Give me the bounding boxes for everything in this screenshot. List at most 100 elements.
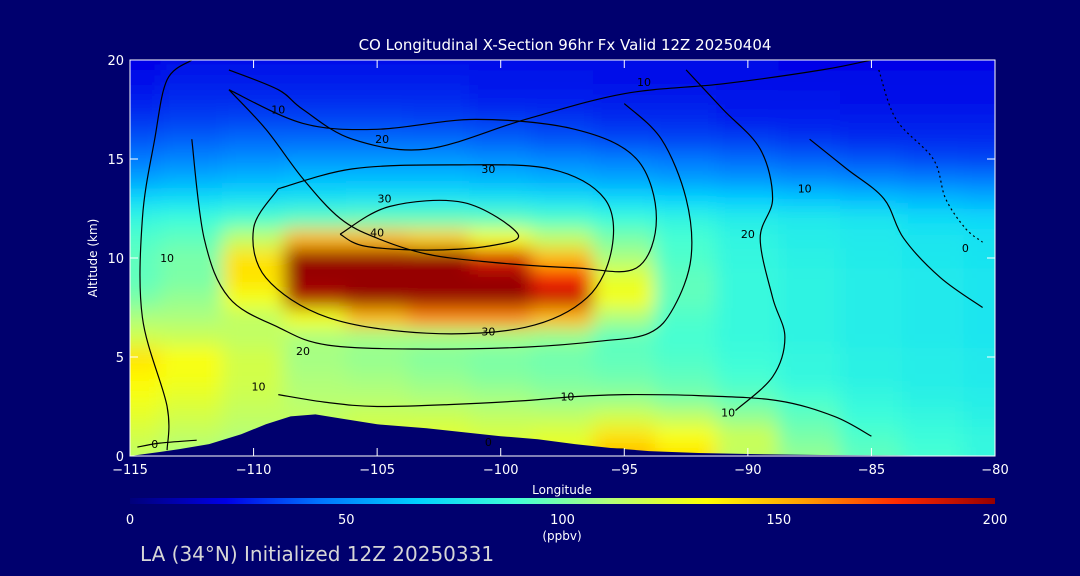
heatmap-cell [407, 128, 471, 150]
heatmap-cell [778, 307, 842, 328]
heatmap-cell [592, 386, 656, 407]
heatmap-cell [283, 287, 347, 308]
heatmap-cell [469, 326, 533, 348]
heatmap-cell [531, 366, 594, 388]
heatmap-cell [469, 366, 533, 388]
heatmap-cell [345, 287, 409, 308]
heatmap-cell [160, 346, 224, 368]
heatmap-cell [160, 208, 224, 229]
heatmap-cell [840, 406, 903, 427]
heatmap-cell [222, 366, 285, 388]
heatmap-cell [716, 148, 780, 170]
heatmap-cell [963, 168, 995, 190]
heatmap-cell [283, 208, 347, 229]
heatmap-cell [130, 445, 162, 456]
heatmap-cell [160, 128, 224, 150]
heatmap-cell [654, 406, 718, 427]
heatmap-cell [963, 208, 995, 229]
contour-line [339, 199, 520, 251]
heatmap-cell [407, 247, 471, 269]
heatmap-cell [130, 386, 162, 407]
heatmap-cell [130, 326, 162, 348]
heatmap-cell [160, 326, 224, 348]
heatmap-cell [778, 168, 842, 190]
heatmap-cell [901, 208, 965, 229]
heatmap-cell [222, 346, 285, 368]
heatmap-cell [531, 148, 594, 170]
heatmap-cell [963, 366, 995, 388]
heatmap-cell [901, 425, 965, 447]
heatmap-cell [130, 406, 162, 427]
heatmap-cell [963, 425, 995, 447]
heatmap-cell [531, 188, 594, 209]
heatmap-cell [345, 208, 409, 229]
contour-labels: 10 10 20 30 30 40 30 20 10 0 0 10 10 10 20 10 0 [151, 76, 969, 451]
heatmap-cell [160, 109, 224, 130]
heatmap-cell [840, 287, 903, 308]
heatmap-cell [531, 227, 594, 249]
heatmap-cell [592, 425, 656, 447]
heatmap-cell [901, 60, 965, 71]
heatmap-cell [716, 425, 780, 447]
heatmap-cell [130, 148, 162, 170]
heatmap-cell [160, 287, 224, 308]
heatmap-cell [592, 208, 656, 229]
heatmap-cell [654, 307, 718, 328]
heatmap-cell [654, 227, 718, 249]
heatmap-cell [901, 69, 965, 91]
heatmap-cell [283, 128, 347, 150]
heatmap-cell [345, 326, 409, 348]
heatmap-cell [592, 168, 656, 190]
heatmap-cell [160, 366, 224, 388]
heatmap-cell [531, 287, 594, 308]
x-axis-ticks: −115 −110 −105 −100 −95 −90 −85 −80 [112, 60, 1009, 478]
heatmap-cell [345, 346, 409, 368]
contour-label: 10 [252, 381, 266, 394]
heatmap-cell [345, 128, 409, 150]
heatmap-cell [840, 425, 903, 447]
heatmap-cell [130, 168, 162, 190]
colorbar-tick-label: 200 [983, 513, 1008, 528]
heatmap-cell [963, 89, 995, 110]
heatmap-cell [130, 69, 162, 91]
heatmap-cell [531, 267, 594, 289]
contour-line [228, 60, 872, 151]
heatmap-cell [469, 267, 533, 289]
colorbar [130, 498, 995, 504]
heatmap-cell [283, 89, 347, 110]
heatmap-cell [716, 386, 780, 407]
heatmap-cell [130, 287, 162, 308]
y-tick-label: 0 [116, 450, 124, 465]
heatmap-cell [963, 69, 995, 91]
heatmap-cell [654, 425, 718, 447]
heatmap-cell [654, 128, 718, 150]
heatmap-cell [531, 406, 594, 427]
chart-title: CO Longitudinal X-Section 96hr Fx Valid … [359, 36, 772, 54]
heatmap-cell [716, 287, 780, 308]
heatmap-cell [345, 406, 409, 427]
heatmap-cell [901, 109, 965, 130]
heatmap-cell [283, 386, 347, 407]
heatmap-cell [531, 168, 594, 190]
heatmap-cell [716, 247, 780, 269]
heatmap-cell [716, 89, 780, 110]
heatmap-cell [222, 227, 285, 249]
heatmap-cell [407, 386, 471, 407]
heatmap-cell [654, 208, 718, 229]
contour-line [139, 60, 193, 451]
heatmap-cell [407, 109, 471, 130]
co-concentration-field [130, 60, 995, 456]
heatmap-cell [778, 326, 842, 348]
heatmap-cell [469, 247, 533, 269]
contour-label: 10 [271, 104, 285, 117]
heatmap-cell [531, 326, 594, 348]
contour-label: 20 [375, 133, 389, 146]
contour-line [685, 69, 786, 411]
heatmap-cell [130, 307, 162, 328]
heatmap-cell [531, 89, 594, 110]
contour-label: 30 [378, 193, 392, 206]
heatmap-cell [778, 386, 842, 407]
heatmap-cell [901, 287, 965, 308]
heatmap-cell [222, 406, 285, 427]
x-tick-label: −100 [483, 463, 519, 478]
